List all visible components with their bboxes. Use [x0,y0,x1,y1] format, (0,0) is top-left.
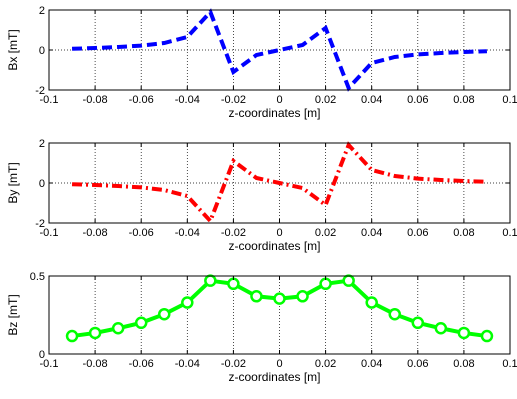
data-point [65,329,79,343]
data-point [342,274,355,287]
x-tick-label: -0.04 [175,358,200,370]
x-tick-label: 0 [276,94,282,106]
x-tick-label: 0.1 [502,94,517,106]
x-tick-label: 0 [276,227,282,239]
x-tick-label: 0.08 [453,227,474,239]
x-tick-label: 0.06 [407,94,428,106]
x-tick-label: 0.02 [315,94,336,106]
data-point [319,277,332,291]
x-tick-label: -0.02 [221,94,246,106]
chart-panel-3: -0.1 -0.08 -0.06 -0.04 -0.02 0 0.02 0.04 0.06 0.0… [6,271,517,384]
data-point [296,290,309,303]
data-point [388,307,401,321]
x-tick-label: 0.1 [502,227,517,239]
data-point [434,322,448,335]
y-axis-label: By [mT] [6,162,20,203]
chart-panel-2: -0.1 -0.08 -0.06 -0.04 -0.02 0 0.02 0.04 0.06 0.0… [6,138,517,253]
x-tick-label: -0.06 [129,94,154,106]
x-tick-label: -0.06 [129,227,154,239]
y-tick-label: 2 [39,138,45,150]
x-tick-label: -0.04 [175,227,200,239]
data-point [134,316,148,330]
y-tick-label: 0 [39,349,45,361]
x-tick-label: -0.08 [83,94,108,106]
x-tick-label: 0.02 [315,358,336,370]
y-tick-label: 0.5 [30,271,45,283]
data-point [158,307,171,321]
data-point [457,326,471,340]
x-tick-label: 0.06 [407,358,428,370]
data-point [111,322,125,335]
x-tick-label: -0.1 [40,227,59,239]
x-tick-label: 0.1 [502,358,517,370]
y-axis-label: Bz [mT] [6,294,20,335]
x-tick-label: -0.1 [40,94,59,106]
x-tick-label: -0.1 [40,358,59,370]
y-tick-label: 0 [39,45,45,57]
y-tick-label: 0 [39,178,45,190]
chart-panel-1: -0.1 -0.08 -0.06 -0.04 -0.02 0 0.02 0.04 0.06 0.0… [6,5,517,120]
x-tick-label: -0.08 [83,358,108,370]
x-tick-label: 0.08 [453,358,474,370]
x-tick-label: -0.06 [129,358,154,370]
data-point [204,274,217,287]
data-point [480,329,494,343]
y-axis-label: Bx [mT] [6,29,20,70]
y-tick-label: -2 [35,218,45,230]
x-tick-label: -0.02 [221,358,246,370]
x-tick-label: 0.04 [361,227,382,239]
data-point [181,296,194,309]
data-point [365,296,378,309]
data-point [227,277,240,291]
x-tick-label: 0.08 [453,94,474,106]
x-tick-label: 0.04 [361,94,382,106]
series-line-1 [71,8,488,92]
x-tick-label: -0.04 [175,94,200,106]
y-tick-label: 2 [39,5,45,17]
x-tick-label: 0.06 [407,227,428,239]
x-axis-label: z-coordinates [m] [228,370,320,384]
x-tick-label: 0.04 [361,358,382,370]
data-point [411,316,425,330]
x-tick-label: -0.02 [221,227,246,239]
data-point [88,326,102,340]
x-axis-label: z-coordinates [m] [228,106,320,120]
data-point [273,292,286,305]
x-tick-label: 0 [276,358,282,370]
x-tick-label: 0.02 [315,227,336,239]
x-tick-label: -0.08 [83,227,108,239]
series-line-2 [71,141,488,225]
data-point [250,290,263,303]
y-tick-label: -2 [35,85,45,97]
x-axis-label: z-coordinates [m] [228,239,320,253]
